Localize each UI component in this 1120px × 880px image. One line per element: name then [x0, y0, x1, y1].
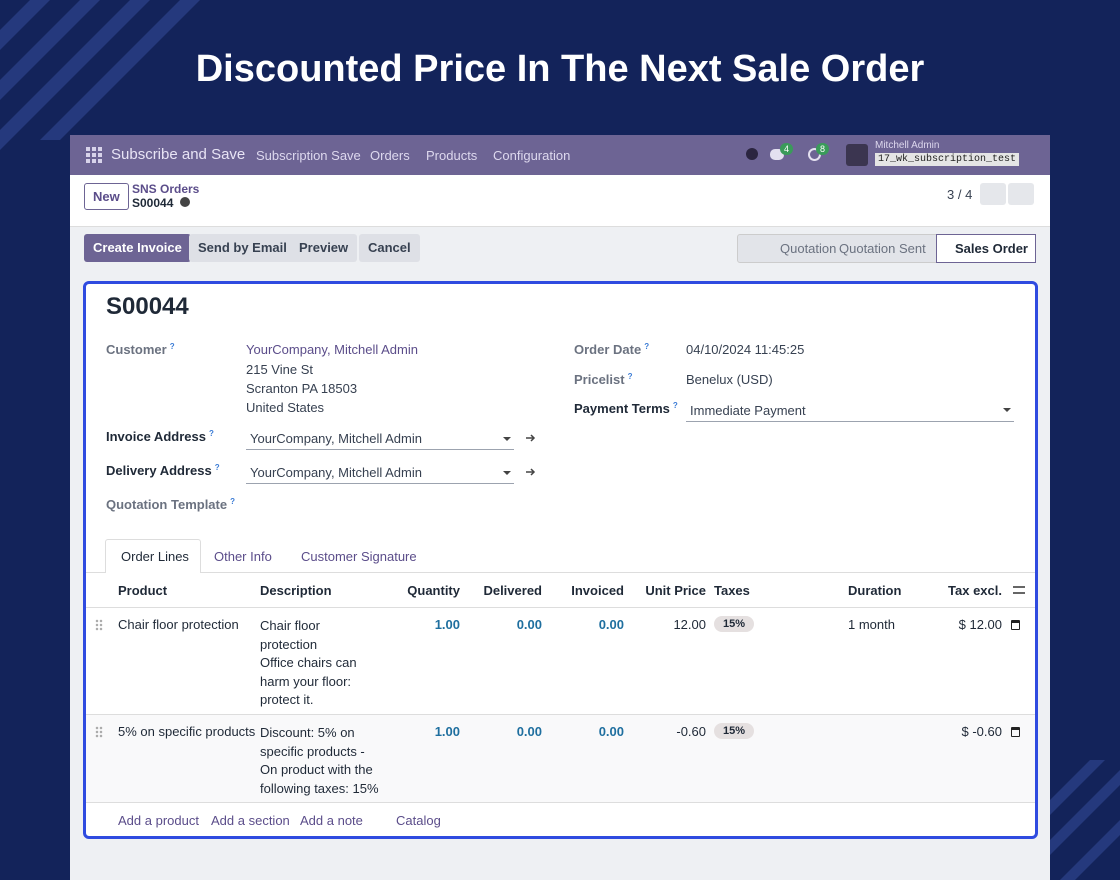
database-name: 17_wk_subscription_test: [875, 153, 1020, 166]
tax-excl: $ -0.60: [961, 724, 1002, 739]
new-button[interactable]: New: [84, 183, 129, 210]
field-label: Customer?: [106, 342, 175, 357]
address-line: 215 Vine St: [246, 362, 313, 377]
row-line: [86, 607, 1035, 608]
column-header: Unit Price: [645, 583, 706, 598]
row-bg: [86, 714, 1035, 803]
tab-active: [105, 539, 201, 573]
avatar[interactable]: [846, 144, 868, 166]
activity-count: 8: [816, 143, 830, 155]
pager: 3 / 4: [947, 187, 973, 202]
statusbar: Quotation Quotation Sent Sales Order: [737, 234, 1036, 263]
optional-columns[interactable]: [1012, 584, 1026, 596]
control-panel: New SNS Orders S00044 3 / 4: [70, 175, 1050, 227]
address-line: Scranton PA 18503: [246, 381, 358, 396]
column-header: Taxes: [714, 583, 750, 598]
field-label: Pricelist?: [574, 372, 633, 387]
status[interactable]: Sales Order: [955, 241, 1028, 256]
gear-icon[interactable]: [180, 197, 190, 207]
column-header: Duration: [848, 583, 902, 598]
add-link[interactable]: Add a section: [211, 813, 290, 828]
banner-title: Discounted Price In The Next Sale Order: [195, 48, 925, 90]
menu[interactable]: Subscription Save: [256, 148, 361, 163]
customer-link[interactable]: YourCompany, Mitchell Admin: [246, 342, 418, 357]
product: 5% on specific products: [118, 724, 256, 739]
user-name[interactable]: Mitchell Admin: [875, 140, 940, 151]
tab-line: [86, 572, 1035, 573]
action-button[interactable]: Create Invoice: [84, 234, 191, 262]
payment-terms-select[interactable]: Immediate Payment: [686, 398, 1014, 422]
action-button[interactable]: Cancel: [359, 234, 420, 262]
product: Chair floor protection: [118, 617, 239, 632]
select-icons: [503, 434, 536, 476]
pager-next[interactable]: [1008, 183, 1034, 205]
field-label: Payment Terms?: [574, 401, 678, 416]
column-header: Delivered: [483, 583, 542, 598]
tax-badge: 15%: [714, 616, 755, 632]
tax-excl: $ 12.00: [958, 617, 1002, 632]
status[interactable]: Quotation Sent: [839, 241, 926, 256]
delivery-address-select[interactable]: YourCompany, Mitchell Admin: [246, 460, 514, 484]
description: Discount: 5% on specific products - On p…: [260, 725, 379, 796]
tax-badge: 15%: [714, 723, 755, 739]
unit-price: -0.60: [676, 724, 706, 739]
add-link[interactable]: Catalog: [396, 813, 441, 828]
tab[interactable]: Order Lines: [121, 549, 189, 564]
chat-count: 4: [780, 143, 794, 155]
pager-prev[interactable]: [980, 183, 1006, 205]
delete-icon[interactable]: [1011, 620, 1020, 630]
unit-price: 12.00: [673, 617, 706, 632]
invoice-address-select[interactable]: YourCompany, Mitchell Admin: [246, 426, 514, 450]
app-name[interactable]: Subscribe and Save: [111, 146, 246, 163]
field-label: Invoice Address?: [106, 429, 214, 444]
delivered: 0.00: [516, 617, 542, 632]
breadcrumb-current: S00044: [132, 196, 174, 210]
breadcrumb-parent[interactable]: SNS Orders: [132, 182, 200, 196]
chat-icon[interactable]: [770, 149, 784, 160]
column-header: Quantity: [407, 583, 460, 598]
action-button[interactable]: Preview: [290, 234, 358, 262]
order-name: S00044: [106, 293, 189, 320]
field-value: 04/10/2024 11:45:25: [686, 342, 805, 357]
field-label: Quotation Template?: [106, 497, 235, 512]
field-label: Order Date?: [574, 342, 650, 357]
add-link[interactable]: Add a product: [118, 813, 199, 828]
action-button[interactable]: Send by Email: [189, 234, 296, 262]
field-label: Delivery Address?: [106, 463, 220, 478]
status[interactable]: Quotation: [780, 241, 837, 256]
quantity: 1.00: [434, 617, 460, 632]
invoiced: 0.00: [598, 724, 624, 739]
column-header: Product: [118, 583, 168, 598]
menu[interactable]: Orders: [370, 148, 410, 163]
column-header: Tax excl.: [948, 583, 1002, 598]
address-line: United States: [246, 400, 325, 415]
description: Chair floor protection Office chairs can…: [260, 618, 357, 707]
add-link[interactable]: Add a note: [300, 813, 363, 828]
menu[interactable]: Products: [426, 148, 478, 163]
quantity: 1.00: [434, 724, 460, 739]
tab[interactable]: Customer Signature: [301, 549, 417, 564]
delivered: 0.00: [516, 724, 542, 739]
menu[interactable]: Configuration: [493, 148, 571, 163]
column-header: Description: [260, 583, 332, 598]
invoiced: 0.00: [598, 617, 624, 632]
debug-icon[interactable]: [746, 148, 758, 160]
field-value: Benelux (USD): [686, 372, 773, 387]
drag-handle: [95, 726, 103, 738]
column-header: Invoiced: [571, 583, 624, 598]
apps-icon[interactable]: [86, 147, 102, 163]
tab[interactable]: Other Info: [214, 549, 272, 564]
drag-handle: [95, 619, 103, 631]
delete-icon[interactable]: [1011, 727, 1020, 737]
caret: [1003, 408, 1011, 412]
navbar: Subscribe and Save Subscription Save Ord…: [70, 135, 1050, 175]
duration: 1 month: [848, 617, 895, 632]
status-active: [936, 234, 1036, 263]
